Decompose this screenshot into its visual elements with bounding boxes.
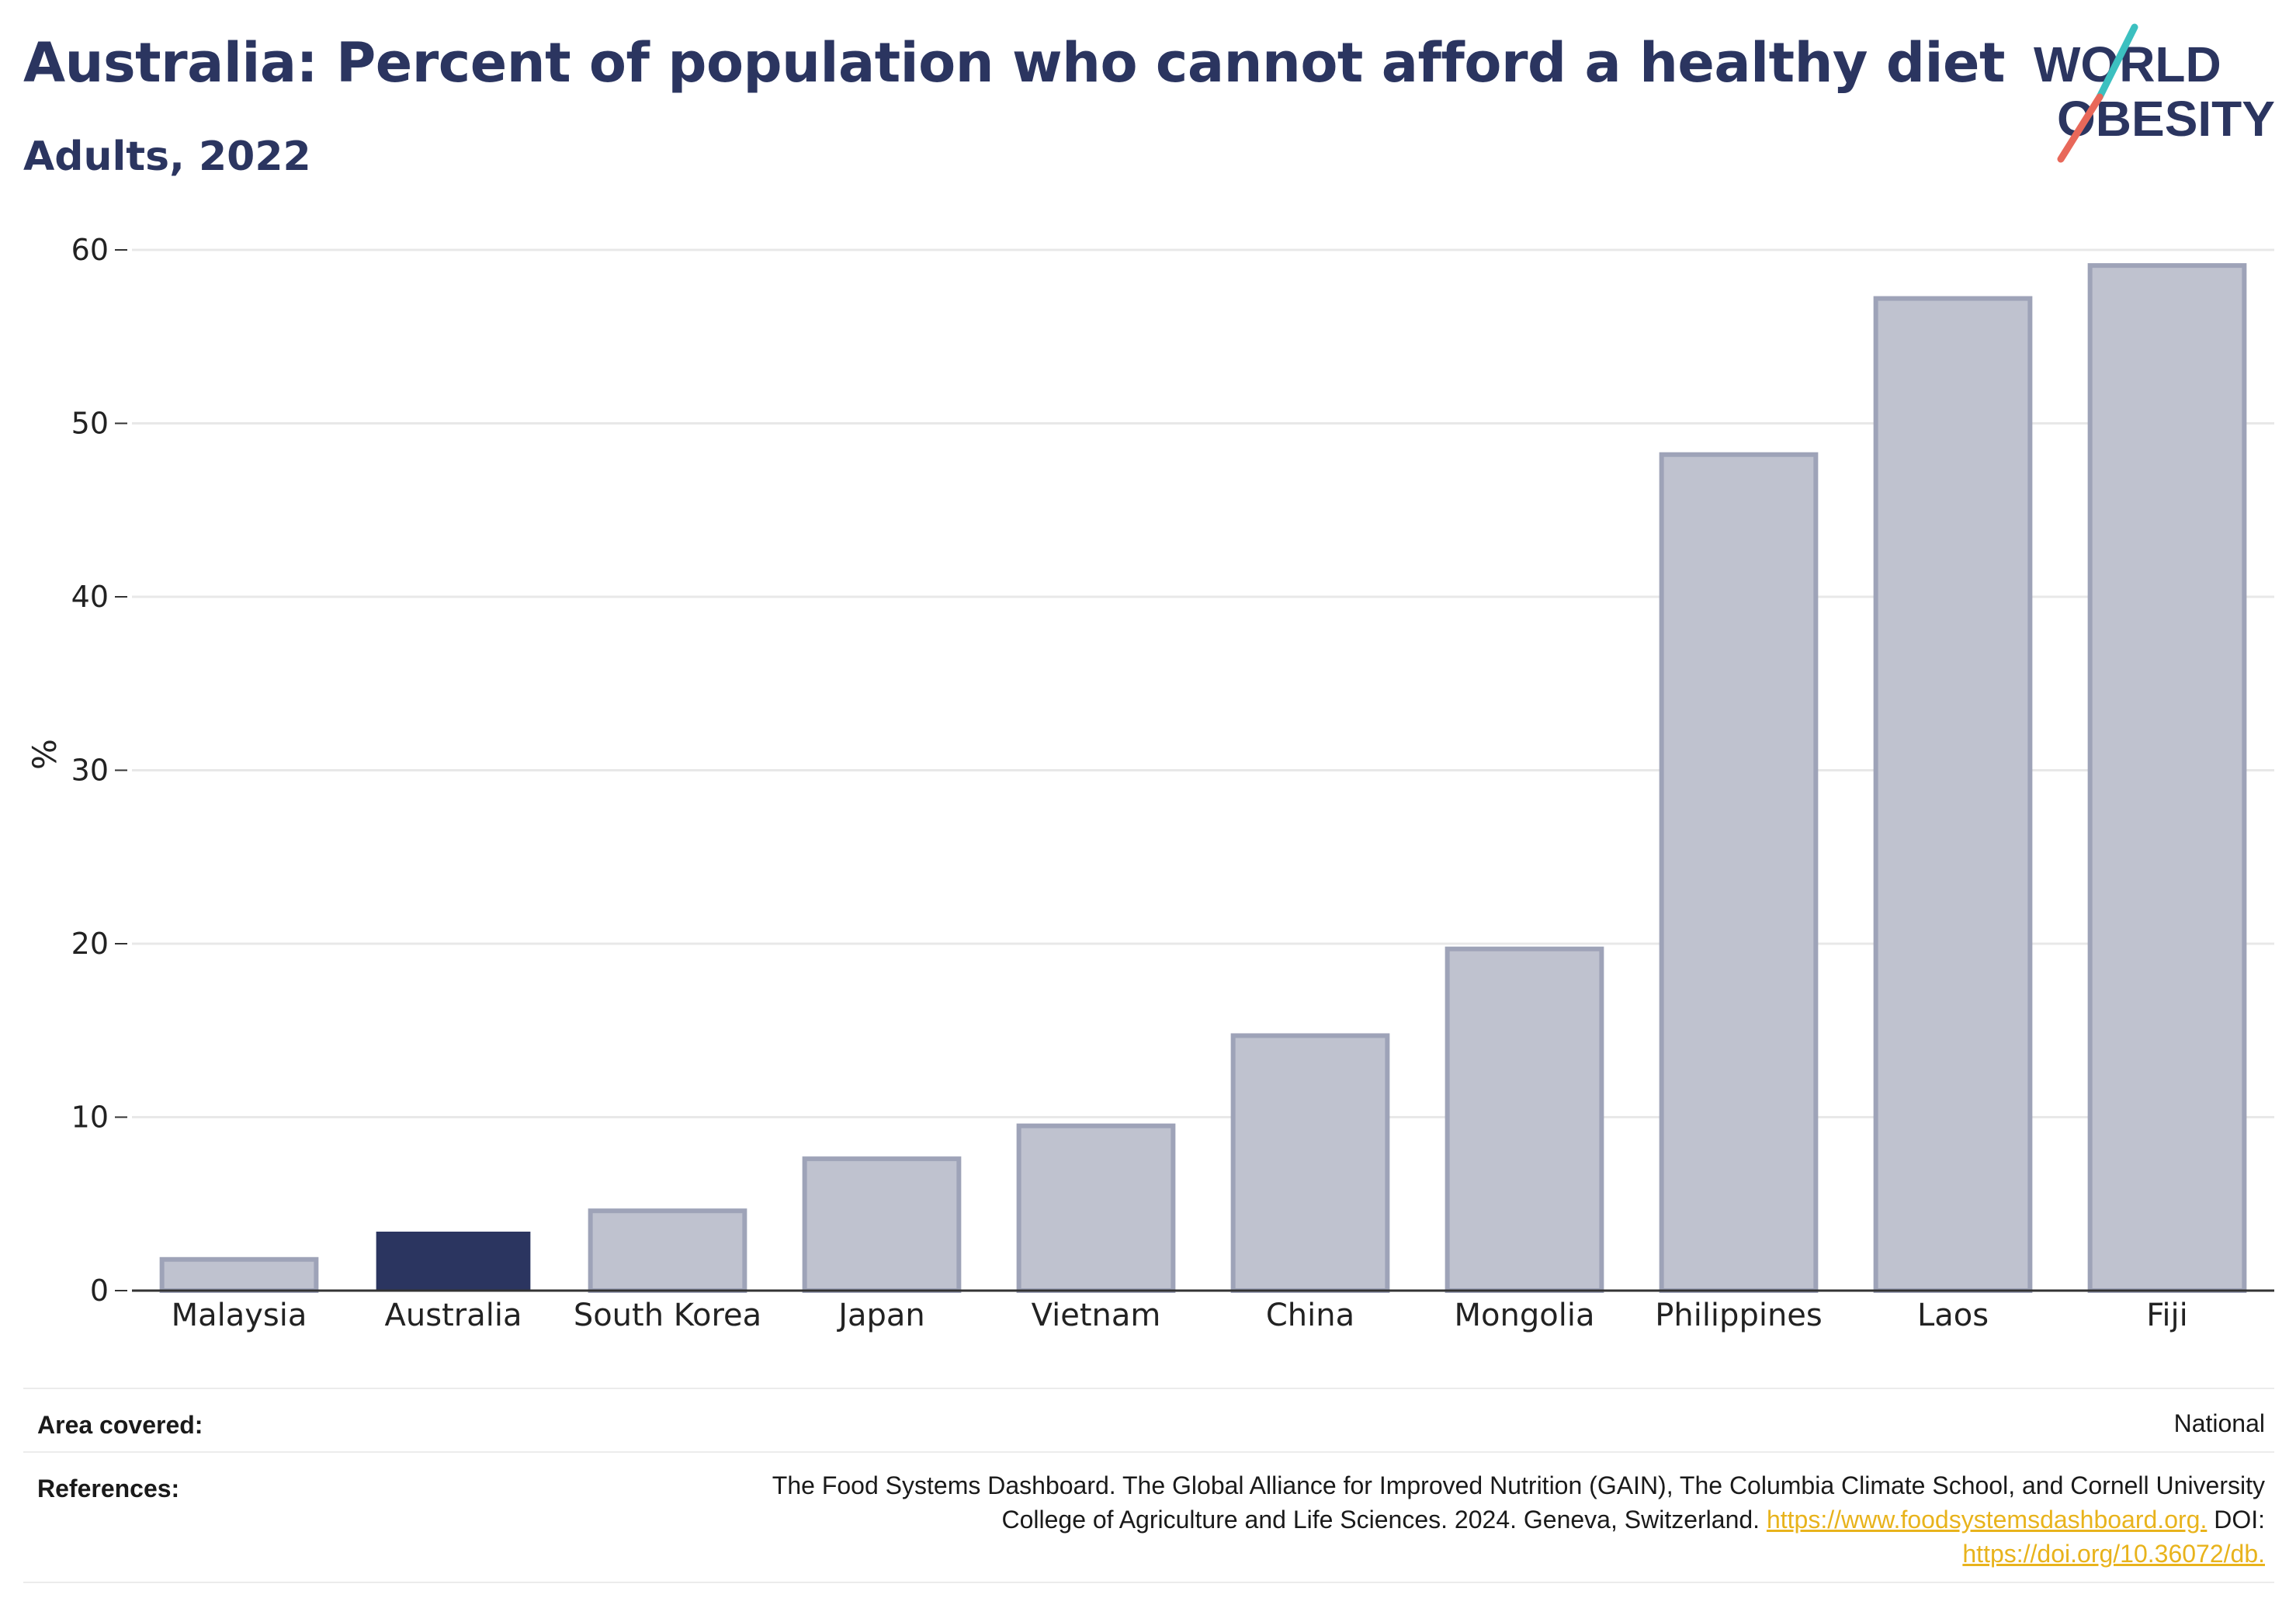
bar-mongolia[interactable] (1445, 946, 1604, 1293)
bar-chart: 0 10 20 30 40 50 60 Malaysia Australia South Kore… (26, 233, 2274, 1333)
bar-south-korea[interactable] (588, 1208, 747, 1293)
bar-vietnam[interactable] (1016, 1123, 1176, 1294)
y-tick-label-10: 10 (71, 1100, 109, 1135)
logo-word-obesity: OBESITY (2057, 91, 2275, 147)
x-tick-label-laos: Laos (1917, 1298, 1989, 1333)
x-tick-label-australia: Australia (385, 1298, 522, 1333)
bar-malaysia[interactable] (159, 1256, 319, 1294)
references-label: References: (37, 1475, 180, 1502)
bars-layer (159, 263, 2247, 1294)
x-tick-label-japan: Japan (836, 1298, 925, 1333)
y-tick-label-60: 60 (71, 233, 109, 267)
bar-china[interactable] (1230, 1033, 1390, 1293)
world-obesity-logo: WORLD OBESITY (2034, 23, 2275, 163)
y-tick-label-50: 50 (71, 407, 109, 441)
bar-laos[interactable] (1873, 296, 2033, 1294)
bar-japan[interactable] (802, 1156, 962, 1294)
doi-link[interactable]: https://doi.org/10.36072/db. (1962, 1540, 2265, 1568)
references-line-2: College of Agriculture and Life Sciences… (772, 1502, 2265, 1537)
references-doi-label: DOI: (2207, 1506, 2265, 1534)
logo-slash-red (2057, 93, 2104, 163)
chart-subtitle: Adults, 2022 (23, 133, 311, 180)
bar-fiji[interactable] (2087, 263, 2247, 1293)
area-covered-row: Area covered: National (23, 1388, 2274, 1453)
y-tick-label-20: 20 (71, 927, 109, 961)
footer-bottom-rule (23, 1582, 2274, 1583)
area-covered-value: National (2173, 1409, 2265, 1437)
x-tick-label-china: China (1266, 1298, 1354, 1333)
bar-philippines[interactable] (1659, 452, 1819, 1293)
x-tick-label-malaysia: Malaysia (172, 1298, 307, 1333)
references-text: The Food Systems Dashboard. The Global A… (772, 1468, 2265, 1571)
chart-title: Australia: Percent of population who can… (23, 31, 2005, 95)
y-tick-label-30: 30 (71, 754, 109, 788)
x-tick-label-vietnam: Vietnam (1032, 1298, 1161, 1333)
y-tick-label-40: 40 (71, 580, 109, 614)
references-line-1: The Food Systems Dashboard. The Global A… (772, 1471, 2265, 1499)
bar-australia[interactable] (376, 1232, 531, 1291)
x-tick-label-south-korea: South Korea (574, 1298, 761, 1333)
food-systems-dashboard-link[interactable]: https://www.foodsystemsdashboard.org. (1766, 1506, 2208, 1534)
x-tick-label-philippines: Philippines (1655, 1298, 1823, 1333)
x-tick-label-fiji: Fiji (2146, 1298, 2187, 1333)
y-axis-label: % (26, 739, 64, 770)
y-tick-label-0: 0 (90, 1274, 109, 1308)
axis-layer: 0 10 20 30 40 50 60 Malaysia Australia South Kore… (71, 233, 2274, 1333)
area-covered-label: Area covered: (37, 1411, 203, 1439)
logo-slash-teal (2096, 23, 2138, 101)
references-row: References: The Food Systems Dashboard. … (23, 1451, 2274, 1583)
references-line-2-text: College of Agriculture and Life Sciences… (1001, 1506, 1767, 1534)
x-tick-label-mongolia: Mongolia (1455, 1298, 1595, 1333)
